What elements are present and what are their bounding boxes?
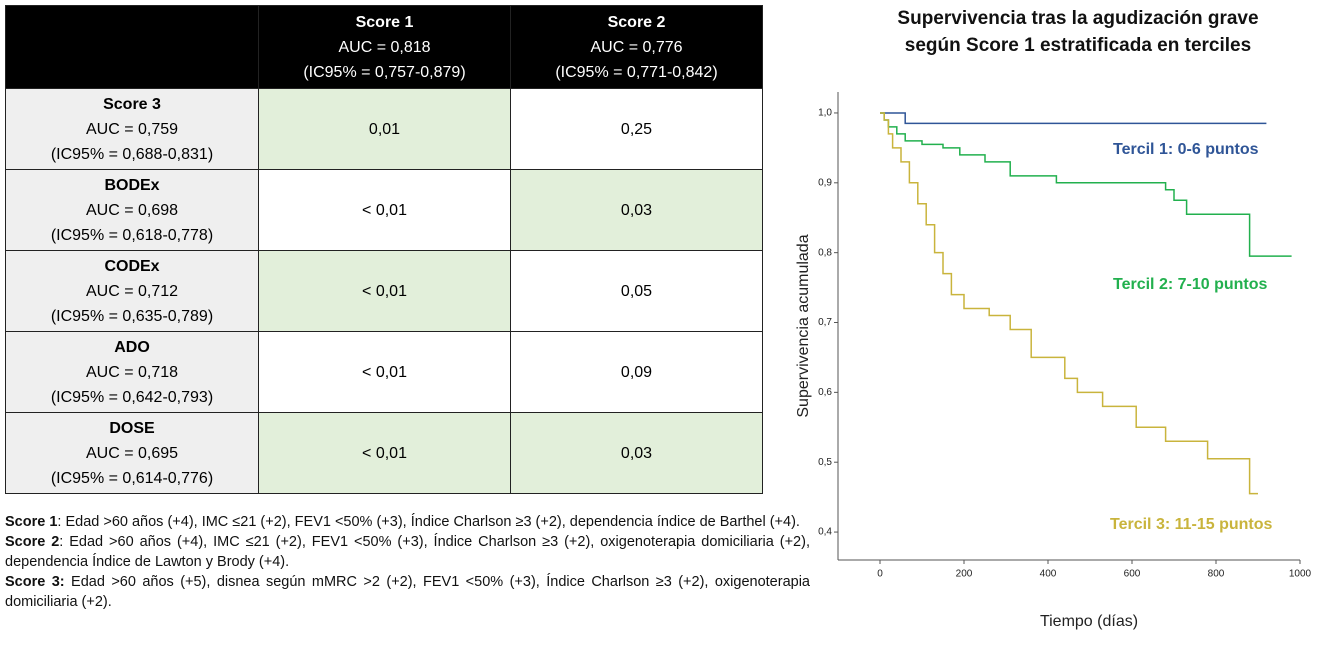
y-axis-label: Supervivencia acumulada	[795, 234, 812, 417]
table-row: ADO AUC = 0,718 (IC95% = 0,642-0,793) < 0,0…	[5, 331, 763, 413]
p-value-cell: 0,03	[510, 412, 763, 494]
y-tick-label: 0,5	[818, 457, 832, 468]
header-row: Score 1 AUC = 0,818 (IC95% = 0,757-0,879) S…	[5, 5, 763, 89]
footnote: Score 3: Edad >60 años (+5), disnea segú…	[5, 572, 810, 612]
corner-cell	[5, 5, 259, 89]
table-row: DOSE AUC = 0,695 (IC95% = 0,614-0,776) < 0,…	[5, 412, 763, 494]
p-value-cell: 0,05	[510, 250, 763, 332]
footnote-text: : Edad >60 años (+4), IMC ≤21 (+2), FEV1…	[57, 514, 800, 530]
row-auc: AUC = 0,718	[85, 363, 179, 381]
table-row: BODEx AUC = 0,698 (IC95% = 0,618-0,778) < 0…	[5, 169, 763, 251]
row-auc: AUC = 0,698	[85, 201, 179, 219]
column-ci: (IC95% = 0,771-0,842)	[555, 63, 718, 81]
row-name: DOSE	[109, 419, 155, 437]
p-value-cell: < 0,01	[258, 412, 511, 494]
row-header: DOSE AUC = 0,695 (IC95% = 0,614-0,776)	[5, 412, 259, 494]
chart-title: Supervivencia tras la agudización grave	[897, 8, 1258, 29]
column-name: Score 1	[355, 13, 414, 31]
row-auc: AUC = 0,695	[85, 444, 179, 462]
column-header: Score 2 AUC = 0,776 (IC95% = 0,771-0,842)	[510, 5, 763, 89]
p-value-cell: 0,09	[510, 331, 763, 413]
x-tick-label: 800	[1208, 569, 1225, 580]
row-header: CODEx AUC = 0,712 (IC95% = 0,635-0,789)	[5, 250, 259, 332]
y-tick-label: 0,7	[818, 317, 832, 328]
p-value-cell: < 0,01	[258, 169, 511, 251]
footnote-label: Score 3:	[5, 574, 65, 590]
y-tick-label: 0,6	[818, 387, 832, 398]
series-label: Tercil 3: 11-15 puntos	[1110, 516, 1273, 533]
table-row: CODEx AUC = 0,712 (IC95% = 0,635-0,789) < 0…	[5, 250, 763, 332]
y-tick-label: 0,9	[818, 177, 832, 188]
column-name: Score 2	[607, 13, 666, 31]
row-header: ADO AUC = 0,718 (IC95% = 0,642-0,793)	[5, 331, 259, 413]
y-tick-label: 0,4	[818, 527, 832, 538]
p-value-cell: < 0,01	[258, 250, 511, 332]
survival-curve	[880, 112, 1267, 125]
column-header: Score 1 AUC = 0,818 (IC95% = 0,757-0,879)	[258, 5, 511, 89]
row-ci: (IC95% = 0,688-0,831)	[50, 145, 214, 163]
footnote-label: Score 1	[5, 514, 58, 530]
row-ci: (IC95% = 0,642-0,793)	[50, 388, 214, 406]
survival-curve	[880, 112, 1292, 257]
table-row: Score 3 AUC = 0,759 (IC95% = 0,688-0,831) 0…	[5, 88, 763, 170]
row-name: ADO	[114, 338, 150, 356]
y-tick-label: 0,8	[818, 247, 832, 258]
column-auc: AUC = 0,776	[590, 38, 683, 56]
survival-curve	[880, 112, 1258, 495]
x-tick-label: 0	[877, 569, 883, 580]
footnote: Score 2: Edad >60 años (+4), IMC ≤21 (+2…	[5, 532, 810, 572]
x-tick-label: 400	[1040, 569, 1057, 580]
p-value-cell: < 0,01	[258, 331, 511, 413]
p-value-cell: 0,01	[258, 88, 511, 170]
row-header: BODEx AUC = 0,698 (IC95% = 0,618-0,778)	[5, 169, 259, 251]
row-ci: (IC95% = 0,618-0,778)	[50, 226, 214, 244]
chart: Supervivencia tras la agudización grave s…	[795, 8, 1312, 630]
p-value-cell: 0,03	[510, 169, 763, 251]
x-axis-label: Tiempo (días)	[1040, 613, 1138, 630]
row-auc: AUC = 0,712	[85, 282, 179, 300]
row-name: Score 3	[103, 95, 161, 113]
series-label: Tercil 2: 7-10 puntos	[1113, 276, 1268, 293]
column-auc: AUC = 0,818	[338, 38, 431, 56]
comparison-table: Score 1 AUC = 0,818 (IC95% = 0,757-0,879) S…	[5, 5, 763, 494]
row-ci: (IC95% = 0,614-0,776)	[50, 469, 214, 487]
x-tick-label: 200	[956, 569, 973, 580]
row-ci: (IC95% = 0,635-0,789)	[50, 307, 214, 325]
x-tick-label: 1000	[1289, 569, 1312, 580]
p-value-cell: 0,25	[510, 88, 763, 170]
chart-title: según Score 1 estratificada en terciles	[905, 35, 1251, 56]
y-tick-label: 1,0	[818, 108, 832, 119]
row-header: Score 3 AUC = 0,759 (IC95% = 0,688-0,831)	[5, 88, 259, 170]
column-ci: (IC95% = 0,757-0,879)	[303, 63, 466, 81]
footnote-label: Score 2	[5, 534, 60, 550]
row-name: BODEx	[104, 176, 160, 194]
footnote: Score 1: Edad >60 años (+4), IMC ≤21 (+2…	[5, 512, 810, 532]
row-name: CODEx	[104, 257, 160, 275]
footnote-text: : Edad >60 años (+4), IMC ≤21 (+2), FEV1…	[5, 534, 810, 570]
row-auc: AUC = 0,759	[85, 120, 179, 138]
footnotes: Score 1: Edad >60 años (+4), IMC ≤21 (+2…	[5, 512, 810, 612]
x-tick-label: 600	[1124, 569, 1141, 580]
series-label: Tercil 1: 0-6 puntos	[1113, 141, 1259, 158]
footnote-text: Edad >60 años (+5), disnea según mMRC >2…	[5, 574, 810, 610]
